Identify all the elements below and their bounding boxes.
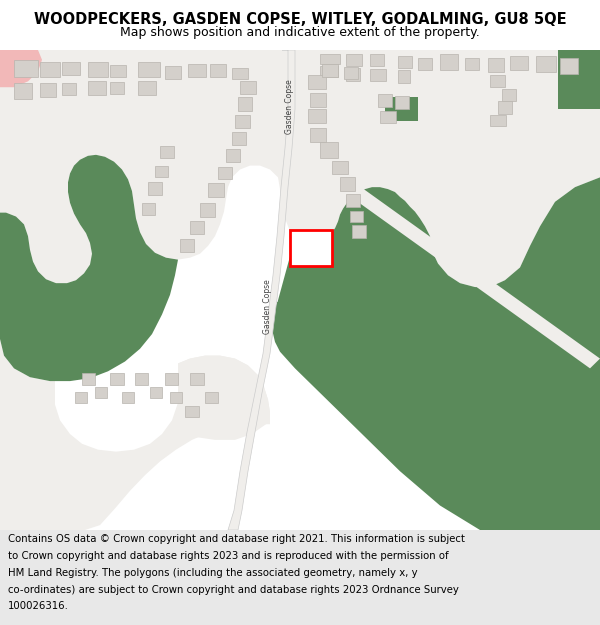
Bar: [160, 146, 174, 158]
Bar: [490, 114, 506, 126]
Bar: [155, 166, 168, 177]
Bar: [240, 81, 256, 94]
Bar: [138, 62, 160, 78]
Bar: [290, 230, 332, 266]
Text: WOODPECKERS, GASDEN COPSE, WITLEY, GODALMING, GU8 5QE: WOODPECKERS, GASDEN COPSE, WITLEY, GODAL…: [34, 12, 566, 28]
Text: Gasden Copse: Gasden Copse: [263, 279, 271, 334]
Bar: [352, 226, 366, 238]
Bar: [95, 387, 107, 398]
Bar: [88, 81, 106, 95]
Bar: [498, 101, 512, 114]
Bar: [322, 64, 338, 78]
Bar: [310, 93, 326, 107]
Polygon shape: [310, 158, 600, 368]
Bar: [226, 149, 240, 162]
Text: Gasden Copse: Gasden Copse: [286, 79, 295, 134]
Bar: [378, 94, 392, 107]
Bar: [418, 58, 432, 69]
Bar: [398, 69, 410, 83]
Bar: [138, 81, 156, 95]
Bar: [232, 132, 246, 145]
Bar: [135, 373, 148, 385]
Bar: [165, 373, 178, 385]
Bar: [238, 97, 252, 111]
Bar: [465, 58, 479, 69]
Bar: [14, 83, 32, 99]
Bar: [560, 58, 578, 74]
Bar: [205, 392, 218, 402]
Bar: [346, 194, 360, 207]
Bar: [200, 203, 215, 216]
Bar: [210, 64, 226, 78]
Bar: [208, 183, 224, 197]
Polygon shape: [0, 155, 178, 381]
Bar: [346, 68, 360, 81]
Bar: [294, 236, 326, 262]
Text: to Crown copyright and database rights 2023 and is reproduced with the permissio: to Crown copyright and database rights 2…: [8, 551, 448, 561]
Polygon shape: [0, 50, 600, 287]
Polygon shape: [178, 356, 270, 440]
Bar: [370, 69, 386, 81]
Bar: [370, 54, 384, 66]
Text: co-ordinates) are subject to Crown copyright and database rights 2023 Ordnance S: co-ordinates) are subject to Crown copyr…: [8, 584, 458, 594]
Polygon shape: [558, 50, 600, 109]
Bar: [510, 56, 528, 69]
Bar: [502, 89, 516, 101]
Bar: [190, 221, 204, 234]
Bar: [350, 211, 363, 222]
Bar: [380, 111, 396, 124]
Bar: [110, 373, 124, 385]
Polygon shape: [272, 177, 600, 530]
Bar: [88, 62, 108, 78]
Bar: [308, 76, 326, 89]
Bar: [488, 58, 504, 71]
Bar: [14, 60, 38, 78]
Polygon shape: [0, 50, 42, 88]
Text: Map shows position and indicative extent of the property.: Map shows position and indicative extent…: [120, 26, 480, 39]
Bar: [142, 203, 155, 214]
Bar: [536, 56, 556, 71]
Bar: [235, 114, 250, 128]
Bar: [185, 406, 199, 418]
Bar: [180, 239, 194, 252]
Text: HM Land Registry. The polygons (including the associated geometry, namely x, y: HM Land Registry. The polygons (includin…: [8, 568, 418, 578]
Text: Contains OS data © Crown copyright and database right 2021. This information is : Contains OS data © Crown copyright and d…: [8, 534, 465, 544]
Bar: [82, 373, 95, 385]
Bar: [395, 96, 409, 109]
Polygon shape: [385, 97, 418, 121]
Bar: [490, 76, 505, 88]
Bar: [344, 67, 358, 79]
Bar: [188, 64, 206, 78]
Bar: [148, 182, 162, 195]
Bar: [40, 62, 60, 78]
Polygon shape: [228, 50, 295, 530]
Bar: [190, 373, 204, 385]
Bar: [440, 54, 458, 69]
Bar: [320, 54, 340, 64]
Bar: [122, 392, 134, 402]
Bar: [218, 167, 232, 179]
Polygon shape: [0, 339, 270, 530]
Bar: [150, 387, 162, 398]
Text: 100026316.: 100026316.: [8, 601, 68, 611]
Bar: [62, 62, 80, 76]
Bar: [320, 142, 338, 158]
Bar: [340, 177, 355, 191]
Bar: [308, 109, 326, 124]
Bar: [62, 83, 76, 95]
Bar: [398, 56, 412, 68]
Bar: [40, 83, 56, 97]
Bar: [110, 82, 124, 94]
Bar: [75, 392, 87, 402]
Bar: [232, 68, 248, 79]
Bar: [332, 161, 348, 174]
Bar: [346, 54, 362, 66]
Bar: [320, 66, 338, 78]
Bar: [170, 392, 182, 402]
Bar: [310, 128, 326, 142]
Bar: [110, 65, 126, 78]
Bar: [165, 66, 181, 79]
